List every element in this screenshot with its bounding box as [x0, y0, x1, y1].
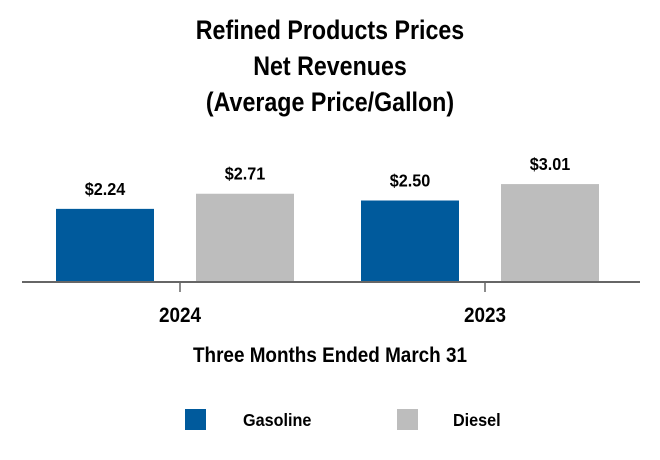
- legend-swatch-gasoline: [185, 409, 206, 430]
- bar-gasoline-2024: [56, 208, 154, 281]
- legend-swatch-diesel: [397, 409, 418, 430]
- category-labels-group: 2024 2023: [159, 304, 506, 327]
- value-label-diesel-2024: $2.71: [225, 164, 266, 184]
- value-label-diesel-2023: $3.01: [530, 154, 571, 174]
- title-line-3: (Average Price/Gallon): [205, 87, 455, 117]
- legend-label-diesel: Diesel: [453, 410, 501, 430]
- bars-group: [56, 184, 599, 281]
- legend-item-diesel: Diesel: [397, 409, 501, 430]
- legend-item-gasoline: Gasoline: [185, 409, 311, 430]
- bar-diesel-2024: [196, 193, 294, 281]
- value-label-gasoline-2024: $2.24: [85, 179, 126, 199]
- title-line-2: Net Revenues: [253, 51, 407, 81]
- x-ticks-group: [179, 282, 486, 292]
- category-label-2024: 2024: [159, 304, 201, 327]
- value-label-gasoline-2023: $2.50: [390, 171, 431, 191]
- chart-title: Refined Products Prices Net Revenues (Av…: [46, 12, 614, 120]
- legend-label-gasoline: Gasoline: [243, 410, 311, 430]
- bar-diesel-2023: [501, 184, 599, 281]
- category-label-2023: 2023: [464, 304, 506, 327]
- bar-gasoline-2023: [361, 200, 459, 281]
- value-labels-group: $2.24 $2.71 $2.50 $3.01: [85, 154, 571, 199]
- x-axis-label: Three Months Ended March 31: [193, 344, 467, 367]
- legend: Gasoline Diesel: [185, 409, 501, 430]
- title-line-1: Refined Products Prices: [195, 15, 465, 45]
